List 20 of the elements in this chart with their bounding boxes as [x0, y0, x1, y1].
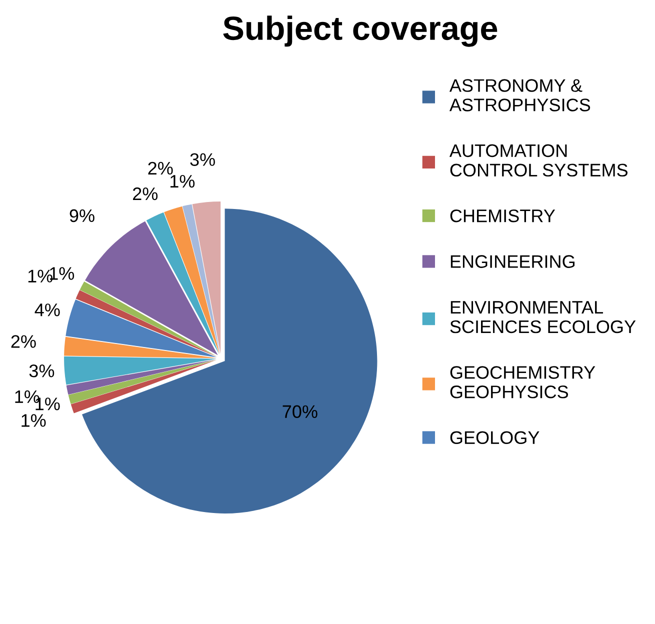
- chart-title: Subject coverage: [223, 16, 498, 47]
- data-label: 9%: [70, 209, 94, 222]
- legend-label: AUTOMATION CONTROL SYSTEMS: [449, 144, 628, 177]
- data-label: 70%: [282, 405, 318, 418]
- data-label: 3%: [29, 364, 54, 378]
- data-label: 1%: [170, 174, 195, 188]
- data-label: 1%: [28, 270, 52, 282]
- data-label: 4%: [34, 304, 60, 316]
- data-label: 2%: [133, 187, 158, 200]
- data-label: 2%: [148, 162, 173, 175]
- legend-label: CHEMISTRY: [450, 209, 556, 222]
- legend-label: GEOCHEMISTRY GEOPHYSICS: [450, 366, 596, 398]
- legend-label: ASTRONOMY & ASTROPHYSICS: [449, 79, 590, 112]
- data-label: 2%: [11, 335, 36, 348]
- data-label: 3%: [190, 153, 215, 166]
- legend-label: ENGINEERING: [450, 255, 574, 268]
- legend-label: ENVIRONMENTAL SCIENCES ECOLOGY: [450, 300, 636, 334]
- legend-label: GEOLOGY: [450, 431, 540, 444]
- data-label: 1%: [22, 414, 46, 427]
- data-label: 1%: [50, 267, 74, 280]
